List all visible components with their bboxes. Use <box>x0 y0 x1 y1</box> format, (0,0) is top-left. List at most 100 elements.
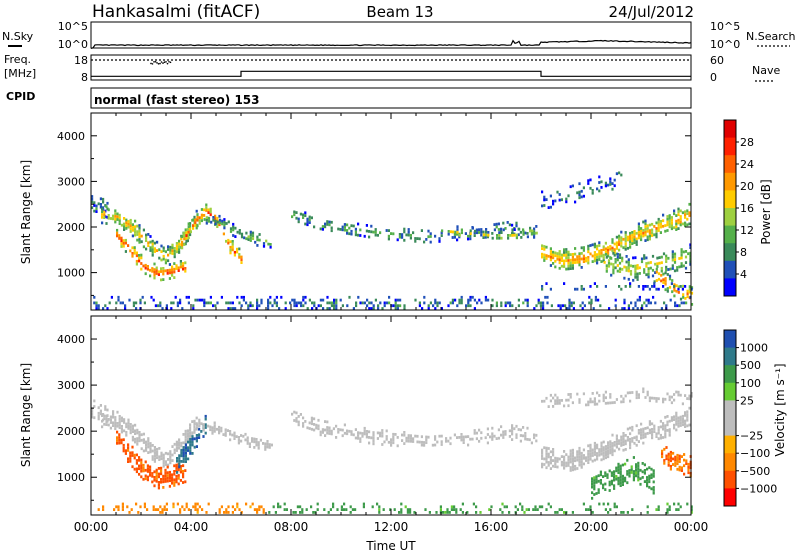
heatmap-cell <box>326 223 329 226</box>
heatmap-cell <box>216 301 219 305</box>
heatmap-cell <box>680 248 683 251</box>
heatmap-cell <box>535 304 538 308</box>
heatmap-cell <box>655 432 658 436</box>
heatmap-cell <box>648 477 651 481</box>
heatmap-cell <box>657 437 660 441</box>
heatmap-cell <box>515 221 518 225</box>
heatmap-cell <box>662 278 665 282</box>
heatmap-cell <box>166 271 169 275</box>
heatmap-cell <box>365 432 368 436</box>
heatmap-cell <box>552 250 555 254</box>
heatmap-cell <box>576 287 579 291</box>
heatmap-cell <box>634 304 637 308</box>
heatmap-cell <box>460 435 463 439</box>
heatmap-cell <box>162 269 165 273</box>
heatmap-cell <box>571 468 574 472</box>
heatmap-cell <box>403 227 406 231</box>
nave-dip-mark <box>163 61 166 64</box>
heatmap-cell <box>585 508 588 511</box>
heatmap-cell <box>185 234 188 237</box>
heatmap-cell <box>476 301 479 305</box>
heatmap-cell <box>198 424 201 428</box>
heatmap-cell <box>454 230 457 234</box>
heatmap-cell <box>354 508 357 511</box>
heatmap-cell <box>587 508 590 511</box>
heatmap-cell <box>138 232 141 236</box>
heatmap-cell <box>678 468 681 472</box>
heatmap-cell <box>644 233 647 237</box>
heatmap-cell <box>688 214 691 217</box>
time-axis-label: Time UT <box>365 539 416 553</box>
heatmap-cell <box>688 211 691 215</box>
heatmap-cell <box>131 451 134 455</box>
heatmap-cell <box>685 462 688 465</box>
heatmap-cell <box>592 307 595 310</box>
heatmap-cell <box>184 457 187 461</box>
heatmap-cell <box>176 502 179 506</box>
heatmap-cell <box>234 508 237 511</box>
heatmap-cell <box>101 210 104 214</box>
freq-panel: Freq. [MHz] 18 8 60 0 Nave <box>4 53 780 84</box>
heatmap-cell <box>530 441 533 445</box>
heatmap-cell <box>640 235 643 239</box>
heatmap-cell <box>385 301 388 305</box>
heatmap-cell <box>146 265 149 268</box>
heatmap-cell <box>629 272 633 276</box>
heatmap-cell <box>184 469 187 472</box>
heatmap-cell <box>129 230 132 233</box>
heatmap-cell <box>176 459 179 463</box>
heatmap-cell <box>595 475 598 479</box>
heatmap-cell <box>258 304 261 308</box>
power-x-ticks <box>90 113 692 310</box>
heatmap-cell <box>106 215 109 219</box>
heatmap-cell <box>669 298 672 302</box>
heatmap-cell <box>192 218 195 222</box>
heatmap-cell <box>563 466 566 470</box>
heatmap-cell <box>191 420 194 423</box>
heatmap-cell <box>684 221 687 225</box>
heatmap-cell <box>407 437 410 440</box>
heatmap-cell <box>549 461 552 465</box>
heatmap-cell <box>626 391 629 395</box>
heatmap-cell <box>293 301 296 305</box>
heatmap-cell <box>177 468 180 472</box>
heatmap-cell <box>341 228 344 232</box>
heatmap-cell <box>563 404 566 408</box>
heatmap-cell <box>547 405 550 408</box>
heatmap-cell <box>681 423 684 427</box>
heatmap-cell <box>233 437 236 440</box>
heatmap-cell <box>511 427 514 430</box>
heatmap-cell <box>114 416 117 419</box>
heatmap-cell <box>569 185 572 189</box>
heatmap-cell <box>634 273 637 276</box>
heatmap-cell <box>644 225 647 228</box>
heatmap-cell <box>598 249 601 253</box>
heatmap-cell <box>677 207 680 211</box>
heatmap-cell <box>686 397 689 400</box>
heatmap-cell <box>341 304 344 308</box>
heatmap-cell <box>209 425 212 429</box>
heatmap-cell <box>533 307 536 310</box>
heatmap-cell <box>169 251 172 255</box>
heatmap-cell <box>587 450 590 453</box>
heatmap-cell <box>611 442 614 445</box>
heatmap-cell <box>184 429 187 433</box>
heatmap-cell <box>596 253 599 256</box>
heatmap-cell <box>650 473 653 477</box>
heatmap-cell <box>129 428 132 432</box>
heatmap-cell <box>175 242 178 245</box>
heatmap-cell <box>679 220 682 224</box>
heatmap-cell <box>487 231 490 234</box>
heatmap-cell <box>524 432 527 435</box>
heatmap-cell <box>631 239 634 243</box>
heatmap-cell <box>339 428 342 432</box>
colorbar-swatch <box>724 260 736 279</box>
heatmap-cell <box>560 253 563 257</box>
heatmap-cell <box>500 236 503 240</box>
heatmap-cell <box>678 465 681 469</box>
heatmap-cell <box>576 455 579 459</box>
heatmap-cell <box>446 508 449 511</box>
cpid-label: CPID <box>6 90 35 103</box>
heatmap-cell <box>333 304 336 308</box>
